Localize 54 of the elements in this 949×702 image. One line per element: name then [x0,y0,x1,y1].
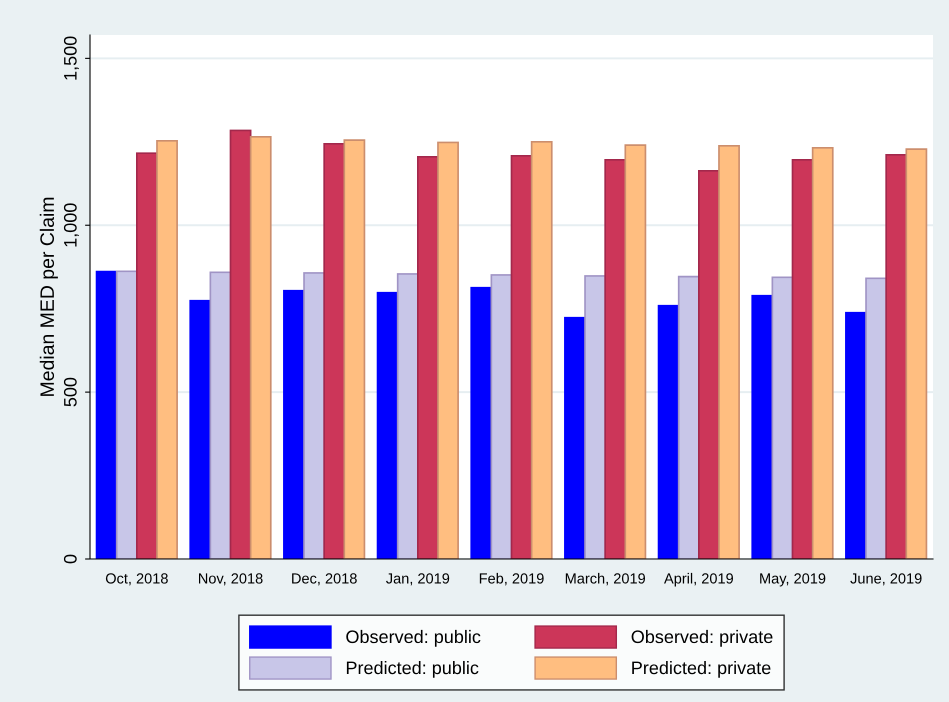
x-tick-label: Oct, 2018 [106,573,168,586]
x-tick-label: Feb, 2019 [480,572,544,586]
x-tick-label: June, 2019 [850,573,922,586]
bar [812,146,834,559]
bar [751,294,774,559]
bar [250,136,272,559]
y-tick-label: 500 [64,378,77,406]
bar [396,273,419,559]
bar [343,139,366,559]
bar [658,304,680,559]
bar [865,277,887,559]
x-tick-label: Nov, 2018 [198,573,263,586]
y-tick-label: 0 [64,554,77,564]
y-tick-label: 1,500 [64,36,79,80]
bar [510,154,532,559]
x-tick-label: April, 2019 [664,572,734,586]
bar [905,148,928,559]
bar [210,271,232,559]
bar [136,152,158,559]
bar [772,276,794,559]
bar [156,140,178,559]
bar [470,286,492,559]
x-tick-label: March, 2019 [566,572,646,586]
y-axis-title: Median MED per Claim [40,198,58,396]
bar [718,144,740,559]
bar [698,170,720,559]
bar [678,276,700,559]
bar [792,158,814,559]
bar [624,144,646,559]
bar [885,154,908,559]
y-tick-label: 1,000 [64,203,79,246]
bar [437,142,459,559]
bar [845,312,867,559]
bar [96,270,118,559]
bar [530,140,553,559]
bar [283,290,305,559]
bar [490,274,512,559]
bar [323,142,346,559]
bar [584,275,606,559]
x-tick-label: Dec, 2018 [292,573,357,586]
bar [189,300,212,559]
legend-label: Observed: private [632,630,772,647]
bar [116,270,138,559]
bar [376,292,399,559]
legend-label: Predicted: public [346,660,478,678]
x-tick-label: Jan, 2019 [386,573,450,586]
legend-label: Predicted: private [632,660,770,678]
bar [303,272,325,559]
bar [604,158,626,559]
bar [417,156,439,559]
bar [230,130,252,559]
bar [564,316,586,559]
legend-label: Observed: public [346,630,480,647]
x-tick-label: May, 2019 [760,573,826,586]
